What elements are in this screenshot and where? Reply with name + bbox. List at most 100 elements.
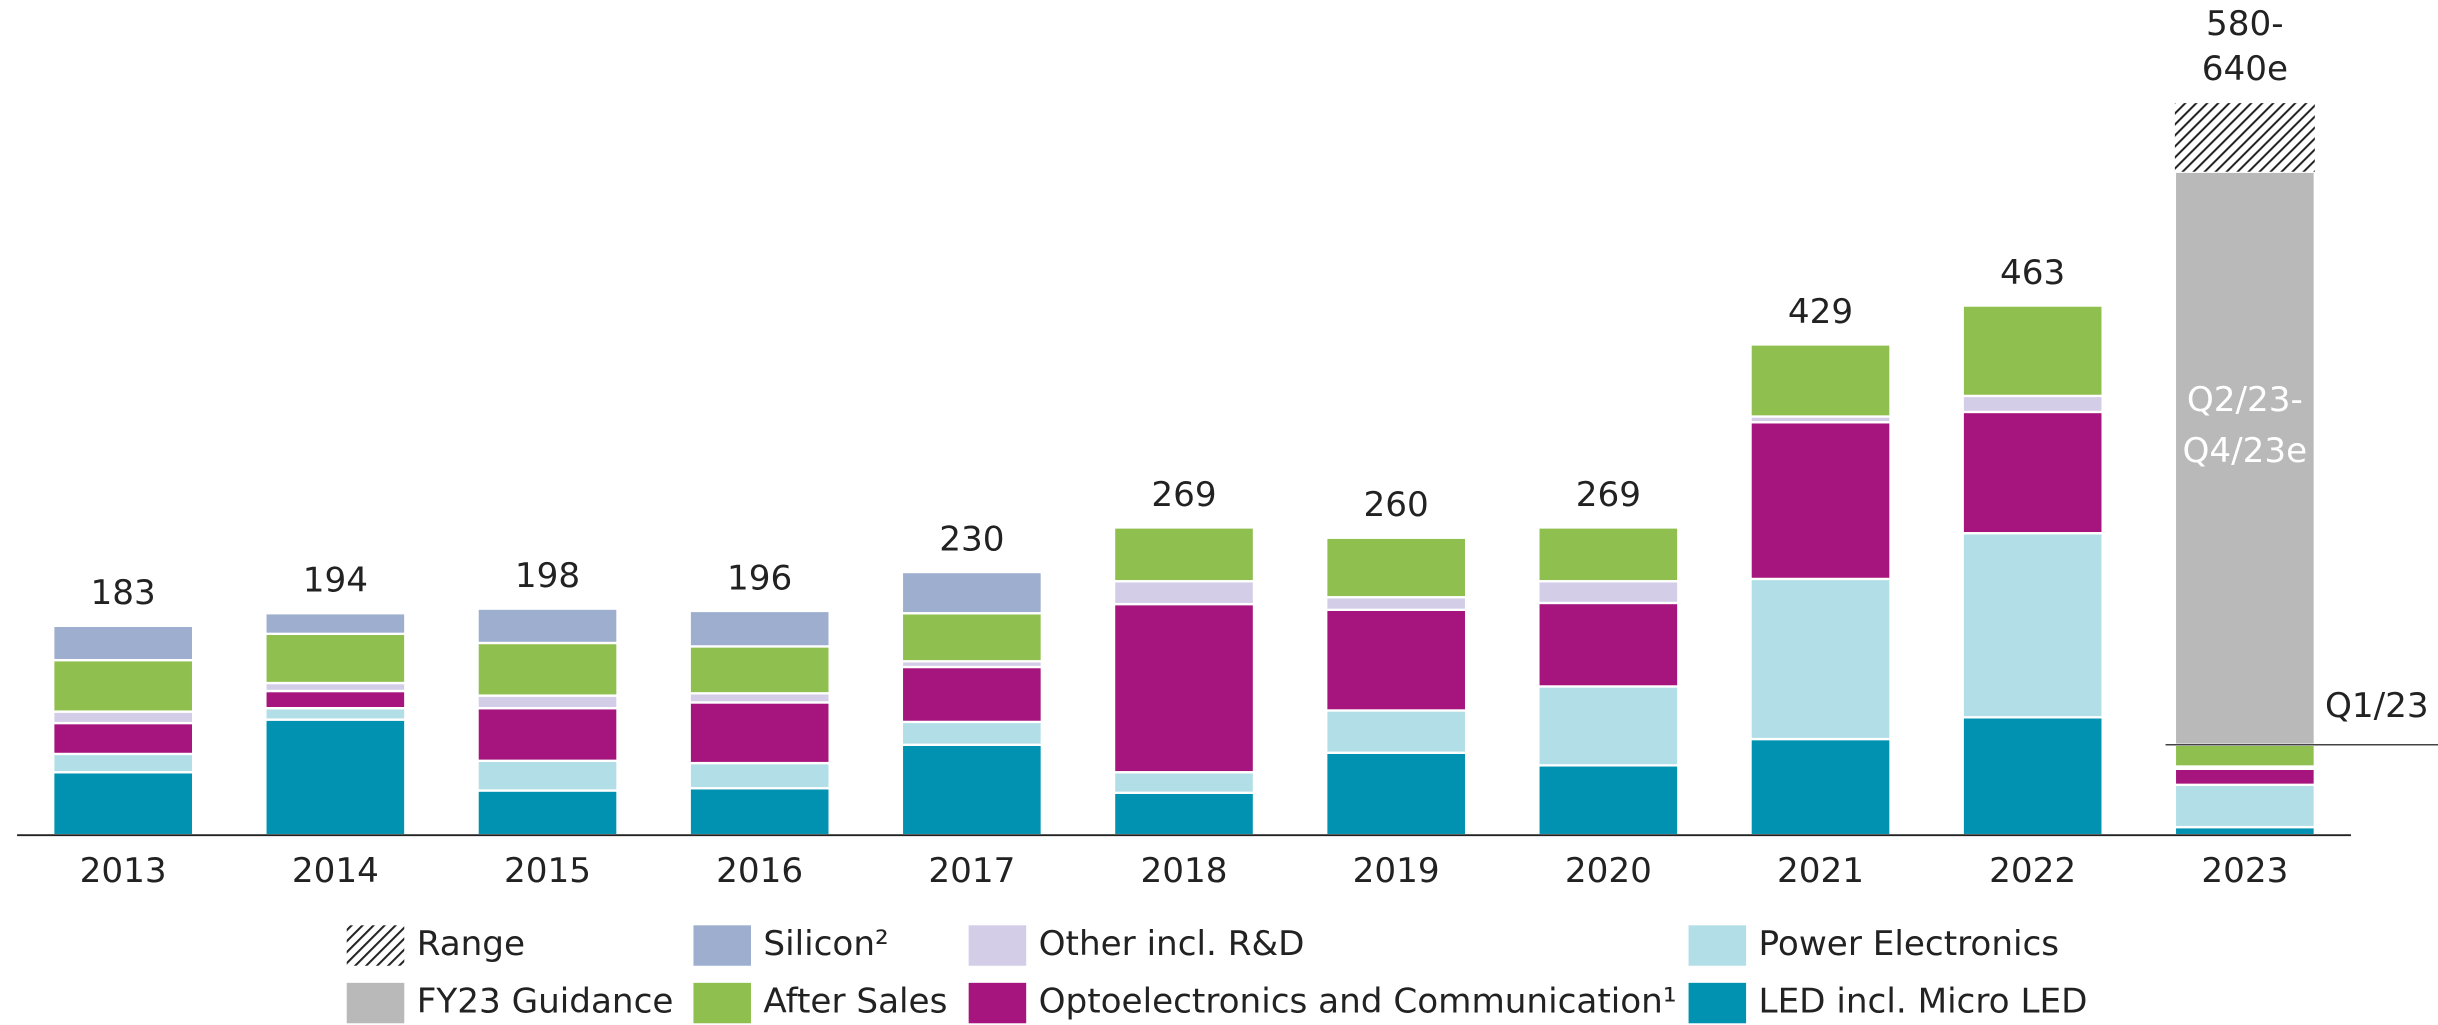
legend-label: FY23 Guidance	[417, 982, 674, 1022]
bar-segment	[1112, 771, 1256, 794]
bar-segment	[476, 789, 619, 837]
bar-segment	[1325, 751, 1468, 837]
bar-segment	[1537, 685, 1680, 767]
total-label: 269	[1576, 475, 1641, 515]
bar-segment	[1749, 737, 1892, 837]
x-tick-label: 2023	[2201, 851, 2288, 891]
bar-segment	[2173, 825, 2316, 837]
bar-segment	[688, 609, 831, 648]
total-label: 463	[2000, 253, 2065, 293]
total-label: 183	[91, 573, 156, 613]
bar-segment	[688, 645, 831, 695]
total-label: 269	[1151, 475, 1216, 515]
bar-segment	[2173, 767, 2316, 786]
bar-segment	[2173, 783, 2316, 829]
bar-segment	[52, 721, 195, 756]
legend-label: Silicon²	[763, 924, 888, 964]
bar-segment	[2174, 103, 2315, 172]
total-label: 230	[939, 519, 1004, 559]
bar-segment	[476, 759, 619, 792]
legend-swatch	[693, 982, 751, 1024]
bar-segment	[1537, 526, 1680, 583]
bar-segment	[1961, 716, 2104, 837]
total-label: 260	[1364, 485, 1429, 525]
bar-segment	[476, 694, 619, 710]
legend-swatch	[968, 982, 1027, 1024]
bar-segment	[1961, 394, 2104, 414]
bar-segment	[1749, 343, 1892, 418]
range-label: 580-	[2206, 4, 2284, 44]
x-tick-label: 2019	[1353, 851, 1440, 891]
bar-segment	[1325, 608, 1468, 712]
bar-segment	[1112, 791, 1256, 837]
bar-segment	[52, 710, 195, 725]
range-label: 640e	[2202, 49, 2288, 89]
bar-segment	[1112, 580, 1256, 606]
bar-segment	[264, 632, 407, 685]
legend-swatch	[346, 982, 405, 1024]
bar-segment	[264, 612, 407, 635]
bar-segment	[1325, 536, 1468, 599]
x-tick-label: 2014	[292, 851, 379, 891]
bar-segment	[900, 720, 1043, 746]
x-tick-label: 2021	[1777, 851, 1864, 891]
bar-segment	[52, 752, 195, 774]
guidance-label: Q4/23e	[2182, 431, 2307, 471]
bar-segment	[264, 718, 407, 837]
bar-segment	[476, 707, 619, 762]
bar-segment	[688, 761, 831, 790]
bar-segment	[688, 787, 831, 837]
bar-segment	[900, 665, 1043, 724]
x-tick-label: 2017	[928, 851, 1015, 891]
q1-label: Q1/23	[2325, 686, 2429, 726]
bar-segment	[1537, 580, 1680, 605]
bar-segment	[2173, 743, 2316, 768]
bar-segment	[900, 743, 1043, 837]
bar-segment	[264, 689, 407, 710]
legend-label: After Sales	[763, 982, 947, 1022]
legend-swatch	[1688, 982, 1747, 1024]
legend-swatch	[693, 925, 751, 966]
guidance-label: Q2/23-	[2187, 380, 2303, 420]
legend-label: Range	[417, 924, 525, 964]
bar-segment	[1961, 532, 2104, 719]
bar-segment	[2173, 170, 2316, 746]
legend-swatch	[346, 925, 405, 966]
x-tick-label: 2022	[1989, 851, 2076, 891]
bar-segment	[476, 607, 619, 645]
bar-segment	[52, 771, 195, 837]
total-label: 198	[515, 556, 580, 596]
bar-segment	[1749, 421, 1892, 581]
total-label: 194	[303, 561, 368, 601]
legend-swatch	[968, 925, 1027, 966]
bar-segment	[688, 692, 831, 704]
x-tick-label: 2020	[1565, 851, 1652, 891]
bar-segment	[900, 612, 1043, 663]
legend-label: Power Electronics	[1759, 924, 2060, 964]
bar-segment	[900, 570, 1043, 615]
bar-segment	[1537, 601, 1680, 688]
bar-segment	[1112, 602, 1256, 774]
legend-swatch	[1688, 925, 1747, 966]
bar-segment	[1961, 410, 2104, 535]
bar-segment	[1325, 596, 1468, 611]
x-tick-label: 2013	[80, 851, 167, 891]
bar-segment	[1325, 709, 1468, 754]
x-tick-label: 2015	[504, 851, 591, 891]
x-tick-label: 2018	[1141, 851, 1228, 891]
bar-segment	[264, 707, 407, 721]
bar-segment	[688, 701, 831, 765]
bar-segment	[52, 624, 195, 662]
bar-segment	[264, 681, 407, 693]
legend-label: LED incl. Micro LED	[1759, 982, 2088, 1022]
bar-segment	[476, 641, 619, 697]
x-tick-label: 2016	[716, 851, 803, 891]
legend-label: Optoelectronics and Communication¹	[1039, 982, 1677, 1022]
bar-segment	[1537, 764, 1680, 837]
bar-segment	[52, 658, 195, 713]
bar-segment	[1961, 304, 2104, 398]
total-label: 196	[727, 558, 792, 598]
legend-label: Other incl. R&D	[1039, 924, 1305, 964]
bar-segment	[1112, 526, 1256, 583]
